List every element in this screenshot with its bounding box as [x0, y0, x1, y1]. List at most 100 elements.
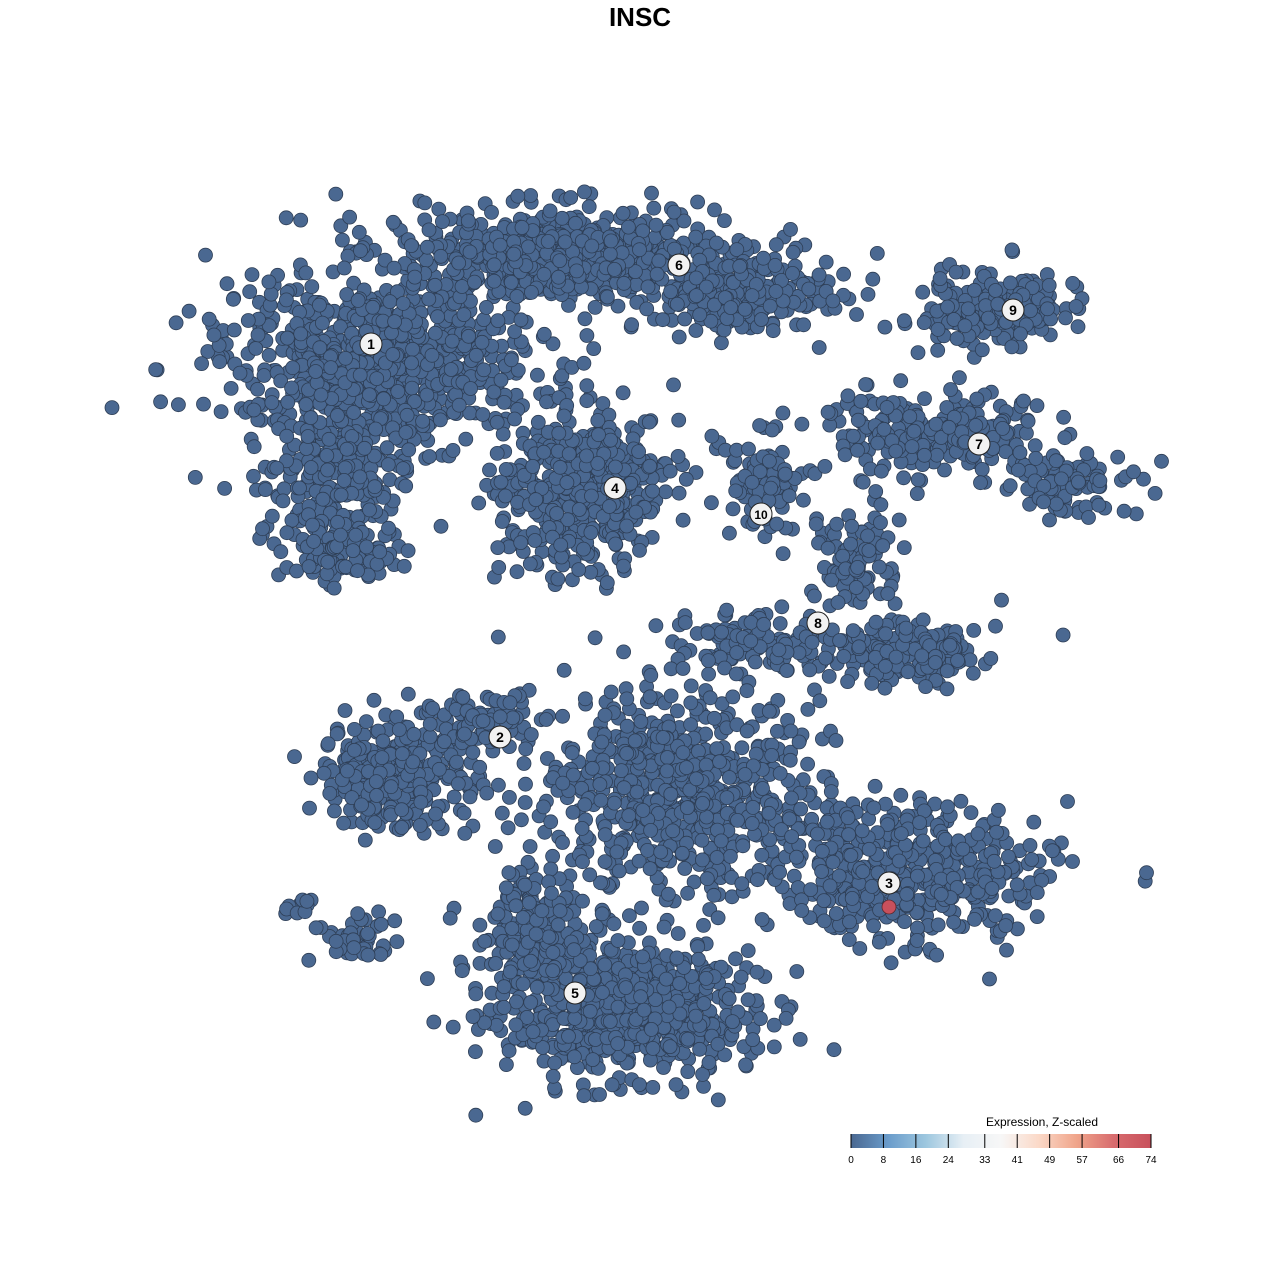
- data-point: [311, 297, 327, 313]
- data-point: [278, 210, 294, 226]
- data-point: [383, 779, 399, 795]
- data-point: [844, 518, 860, 534]
- data-point: [611, 863, 627, 879]
- data-point: [586, 341, 602, 357]
- data-point: [489, 445, 505, 461]
- data-point: [500, 820, 516, 836]
- data-point: [642, 458, 658, 474]
- data-point: [669, 296, 685, 312]
- data-point: [244, 267, 260, 283]
- data-point: [744, 288, 760, 304]
- data-point: [279, 525, 295, 541]
- data-point: [584, 238, 600, 254]
- data-point: [973, 475, 988, 491]
- data-point: [246, 439, 262, 455]
- data-point: [357, 440, 372, 456]
- data-point: [346, 742, 362, 758]
- data-point: [898, 620, 914, 636]
- data-point: [680, 800, 695, 815]
- data-point: [632, 920, 647, 936]
- data-point: [287, 749, 302, 764]
- data-point: [490, 629, 506, 645]
- data-point: [680, 885, 695, 901]
- data-point: [616, 275, 632, 291]
- data-point: [576, 541, 591, 557]
- data-point: [577, 797, 593, 813]
- data-point: [624, 317, 639, 333]
- data-point: [284, 380, 300, 396]
- data-point: [771, 642, 787, 658]
- data-point: [713, 833, 729, 849]
- data-point: [779, 663, 795, 678]
- data-point: [591, 427, 606, 443]
- data-point: [198, 247, 213, 263]
- data-point: [707, 202, 722, 218]
- data-point: [644, 185, 659, 201]
- data-point: [219, 276, 235, 292]
- data-point: [662, 463, 678, 479]
- data-point: [960, 301, 976, 317]
- data-point: [952, 370, 967, 386]
- data-point: [683, 717, 698, 732]
- data-point: [1147, 485, 1163, 501]
- data-point: [829, 516, 845, 532]
- data-point: [635, 803, 651, 818]
- data-point: [285, 360, 301, 376]
- data-point: [320, 554, 336, 570]
- data-point: [474, 334, 490, 350]
- data-point: [451, 255, 467, 271]
- data-point: [619, 746, 635, 761]
- data-point: [988, 283, 1003, 298]
- data-point: [395, 461, 411, 477]
- data-point: [754, 312, 769, 327]
- data-point: [772, 766, 788, 781]
- data-point: [404, 380, 420, 396]
- data-point: [320, 736, 336, 752]
- data-point: [633, 714, 649, 729]
- data-point: [552, 253, 568, 269]
- data-point: [472, 759, 488, 775]
- data-point: [225, 291, 241, 307]
- data-point: [422, 716, 438, 732]
- data-point: [386, 260, 402, 276]
- data-point: [775, 405, 791, 421]
- data-point: [607, 261, 622, 277]
- data-point: [436, 734, 452, 749]
- data-point: [1003, 275, 1018, 291]
- data-point: [322, 786, 338, 801]
- data-point: [811, 340, 827, 355]
- data-point: [206, 327, 222, 343]
- data-point: [808, 516, 824, 532]
- data-point: [893, 373, 909, 389]
- data-point: [811, 267, 827, 283]
- data-point: [728, 483, 744, 499]
- data-point: [1016, 393, 1031, 409]
- data-point: [988, 618, 1003, 634]
- data-point: [514, 219, 530, 235]
- data-point: [502, 695, 518, 711]
- data-point: [946, 914, 961, 930]
- data-point: [536, 444, 552, 460]
- data-point: [1081, 510, 1096, 525]
- data-point: [451, 397, 467, 413]
- data-point: [967, 912, 982, 927]
- data-point: [333, 487, 349, 503]
- data-point: [518, 741, 534, 757]
- data-point: [1042, 512, 1057, 528]
- data-point: [619, 518, 635, 534]
- data-point: [523, 188, 538, 203]
- data-point: [755, 781, 770, 796]
- data-point: [366, 692, 382, 708]
- data-point: [292, 480, 307, 496]
- data-point: [510, 188, 526, 204]
- data-point: [868, 614, 884, 630]
- data-point: [404, 355, 419, 371]
- data-point: [273, 544, 289, 560]
- data-point: [696, 918, 711, 933]
- data-point: [551, 425, 567, 441]
- chart-title: INSC: [608, 2, 672, 32]
- data-point: [250, 327, 266, 343]
- data-point: [796, 317, 811, 333]
- data-point: [651, 253, 667, 269]
- data-point: [433, 518, 449, 534]
